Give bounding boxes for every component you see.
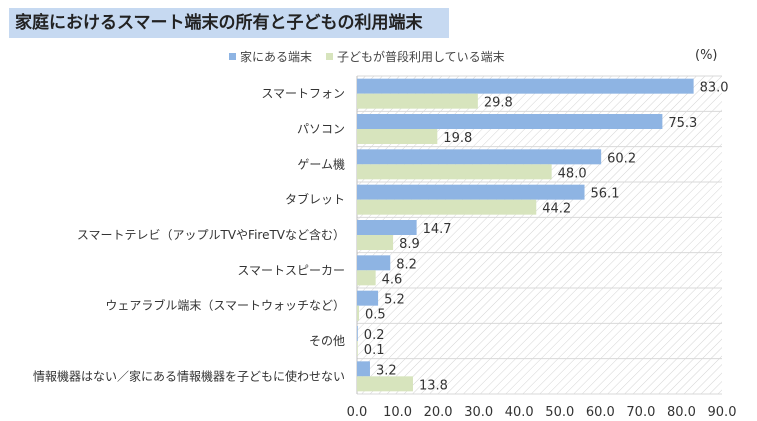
bar-child-devices [357, 164, 552, 180]
x-tick-label: 40.0 [505, 405, 534, 420]
x-tick-label: 10.0 [383, 405, 412, 420]
bar-home-devices [357, 290, 379, 306]
unit-label: (%) [695, 48, 718, 63]
x-tick-label: 60.0 [586, 405, 615, 420]
bar-child-devices [357, 93, 478, 109]
data-label: 8.9 [399, 237, 420, 252]
category-label: その他 [309, 334, 345, 348]
bar-child-devices [357, 305, 360, 321]
bar-home-devices [357, 114, 663, 129]
x-tick-label: 90.0 [708, 405, 737, 420]
bar-home-devices [357, 184, 585, 200]
data-label: 0.5 [365, 308, 386, 323]
data-label: 8.2 [396, 257, 417, 272]
data-label: 29.8 [484, 96, 513, 111]
bar-child-devices [357, 376, 413, 392]
bar-child-devices [357, 341, 358, 356]
data-label: 4.6 [382, 272, 403, 287]
data-label: 48.0 [558, 166, 587, 181]
data-label: 0.2 [364, 328, 385, 343]
data-label: 5.2 [384, 293, 405, 308]
bar-child-devices [357, 235, 394, 250]
category-label: スマートスピーカー [237, 263, 345, 277]
legend-label-child-devices: 子どもが普段利用している端末 [337, 49, 505, 64]
category-label: スマートフォン [261, 87, 345, 101]
chart-title: 家庭におけるスマート端末の所有と子どもの利用端末 [9, 8, 449, 38]
category-label: タブレット [285, 192, 345, 207]
x-tick-label: 20.0 [424, 405, 453, 420]
data-label: 0.1 [364, 343, 385, 358]
bar-home-devices [357, 361, 370, 377]
category-label: ゲーム機 [297, 156, 345, 171]
data-label: 83.0 [700, 81, 729, 96]
legend-item-home-devices: 家にある端末 [229, 48, 312, 65]
legend-label-home-devices: 家にある端末 [240, 49, 313, 64]
data-label: 56.1 [591, 187, 620, 202]
x-tick-label: 80.0 [667, 405, 696, 420]
data-label: 44.2 [542, 202, 571, 217]
legend-swatch-child-devices [326, 52, 334, 60]
bar-child-devices [357, 199, 537, 215]
data-label: 75.3 [668, 116, 697, 131]
x-tick-label: 30.0 [464, 405, 493, 420]
legend-swatch-home-devices [229, 52, 236, 60]
bar-home-devices [357, 255, 391, 271]
bar-home-devices [357, 220, 417, 235]
bar-home-devices [357, 78, 694, 94]
bar-home-devices [357, 149, 602, 165]
data-label: 60.2 [607, 151, 636, 166]
data-label: 3.2 [376, 363, 397, 378]
category-label: ウェアラブル端末（スマートウォッチなど） [105, 298, 345, 313]
bar-child-devices [357, 129, 438, 144]
x-tick-label: 70.0 [626, 405, 655, 420]
category-label: パソコン [297, 122, 345, 136]
data-label: 19.8 [443, 131, 472, 146]
legend: 家にある端末 子どもが普段利用している端末 [229, 48, 519, 64]
x-tick-label: 0.0 [347, 405, 368, 420]
legend-item-child-devices: 子どもが普段利用している端末 [326, 48, 505, 65]
data-label: 14.7 [423, 222, 452, 237]
category-label: スマートテレビ（アップルTVやFireTVなど含む） [77, 227, 345, 242]
category-label: 情報機器はない／家にある情報機器を子どもに使わせない [33, 368, 345, 383]
x-tick-label: 50.0 [545, 405, 574, 420]
bar-home-devices [357, 326, 358, 341]
data-label: 13.8 [419, 378, 448, 393]
bar-child-devices [357, 270, 376, 286]
